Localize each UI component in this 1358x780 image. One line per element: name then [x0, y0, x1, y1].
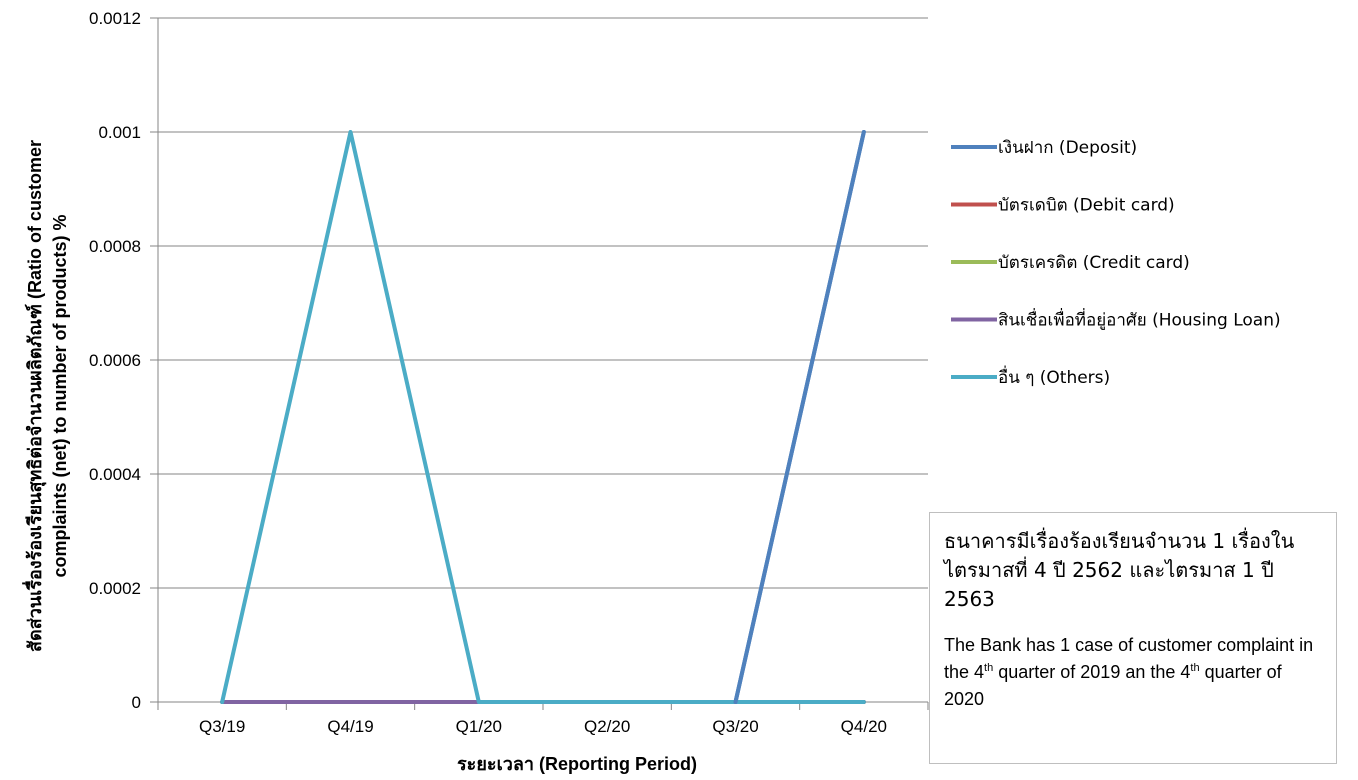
x-tick-label: Q4/20 — [841, 717, 887, 736]
annotation-thai-text: ธนาคารมีเรื่องร้องเรียนจำนวน 1 เรื่องใน … — [944, 529, 1295, 611]
x-axis-title: ระยะเวลา (Reporting Period) — [457, 754, 697, 774]
y-axis-title-line2: complaints (net) to number of products) … — [50, 215, 70, 578]
y-tick-label: 0 — [132, 693, 141, 712]
x-tick-label: Q2/20 — [584, 717, 630, 736]
series-line-segment — [733, 130, 866, 704]
legend-label: เงินฝาก (Deposit) — [998, 138, 1137, 158]
legend: เงินฝาก (Deposit) บัตรเดบิต (Debit card) บ… — [951, 138, 1281, 388]
y-tick-label: 0.0008 — [89, 237, 141, 256]
x-tick-labels: Q3/19 Q4/19 Q1/20 Q2/20 Q3/20 Q4/20 — [199, 717, 887, 736]
y-tick-label: 0.001 — [98, 123, 141, 142]
annotation-en-sup2: th — [1190, 662, 1200, 674]
annotation-box: ธนาคารมีเรื่องร้องเรียนจำนวน 1 เรื่องใน … — [929, 512, 1337, 764]
annotation-en-part1: The Bank has 1 case of customer complain… — [944, 635, 1314, 682]
y-tick-label: 0.0006 — [89, 351, 141, 370]
annotation-en-part2: quarter of 2019 an the 4 — [993, 662, 1191, 682]
annotation-english-text: The Bank has 1 case of customer complain… — [944, 632, 1324, 713]
series-line — [220, 130, 866, 704]
x-tick-label: Q4/19 — [327, 717, 373, 736]
annotation-en-part3: quarter of 2020 — [944, 662, 1282, 709]
legend-label: สินเชื่อเพื่อที่อยู่อาศัย (Housing Loan) — [998, 308, 1281, 331]
y-tick-label: 0.0004 — [89, 465, 141, 484]
y-tick-label: 0.0012 — [89, 9, 141, 28]
series-lines — [220, 130, 866, 704]
y-axis-title: สัดส่วนเรื่องร้องเรียนสุทธิต่อจำนวนผลิตภ… — [22, 140, 70, 652]
y-tick-labels: 0 0.0002 0.0004 0.0006 0.0008 0.001 0.0012 — [89, 9, 141, 712]
y-tick-label: 0.0002 — [89, 579, 141, 598]
legend-label: บัตรเดบิต (Debit card) — [998, 196, 1175, 216]
annotation-en-sup1: th — [984, 662, 994, 674]
x-tick-label: Q1/20 — [456, 717, 502, 736]
series-line — [220, 130, 866, 704]
legend-label: บัตรเครดิต (Credit card) — [998, 253, 1190, 273]
gridlines — [158, 17, 928, 589]
legend-label: อื่น ๆ (Others) — [998, 365, 1110, 388]
x-tick-label: Q3/20 — [712, 717, 758, 736]
y-axis-title-line1: สัดส่วนเรื่องร้องเรียนสุทธิต่อจำนวนผลิตภ… — [22, 140, 47, 652]
x-tick-label: Q3/19 — [199, 717, 245, 736]
